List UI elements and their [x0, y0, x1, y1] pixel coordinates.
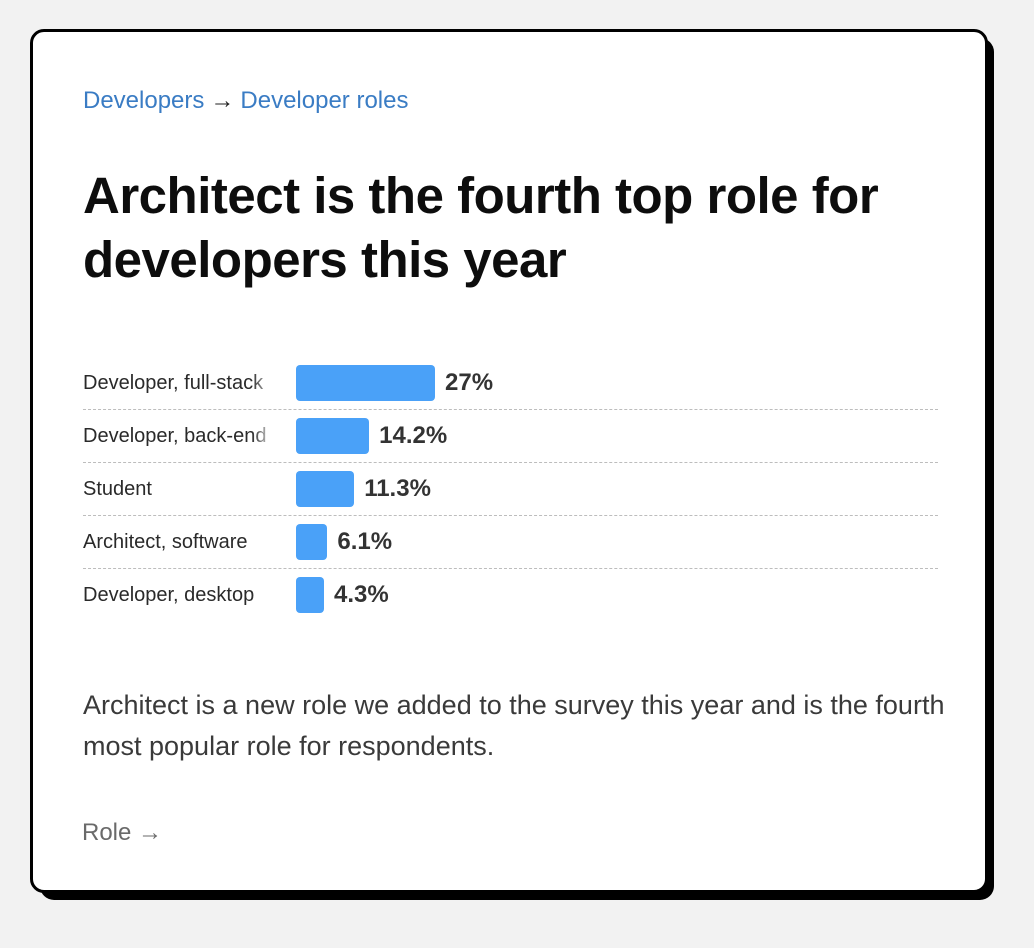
bar-value-label: 27%	[445, 369, 494, 396]
bar-value-label: 4.3%	[334, 581, 389, 608]
bar-area: 6.1%	[296, 524, 916, 560]
breadcrumb-link-developer-roles[interactable]: Developer roles	[240, 87, 409, 114]
category-label: Developer, full-stack	[83, 372, 264, 394]
bar-area: 27%	[296, 365, 916, 401]
category-label: Architect, software	[83, 531, 248, 553]
chart-row: Student 11.3%	[83, 463, 938, 516]
page-title: Architect is the fourth top role for dev…	[83, 167, 879, 288]
breadcrumb-arrow-icon: →	[210, 87, 235, 114]
breadcrumb-link-developers[interactable]: Developers	[83, 87, 205, 114]
breadcrumb: Developers → Developer roles	[83, 84, 409, 118]
bar-area: 14.2%	[296, 418, 916, 454]
bar	[296, 471, 355, 507]
description-text: Architect is a new role we added to the …	[83, 690, 945, 761]
insight-card: Developers → Developer roles Architect is …	[30, 29, 988, 893]
chart-row: Developer, full-stack 27%	[83, 357, 938, 410]
bar-value-label: 6.1%	[337, 528, 393, 555]
role-link[interactable]: Role →	[82, 819, 163, 846]
chart-row: Developer, back-end 14.2%	[83, 410, 938, 463]
bar-value-label: 11.3%	[364, 475, 431, 502]
bar	[296, 524, 328, 560]
bar	[296, 418, 370, 454]
bar-area: 11.3%	[296, 471, 916, 507]
chart-row: Architect, software 6.1%	[83, 516, 938, 569]
bar-value-label: 14.2%	[379, 422, 448, 449]
chart-row: Developer, desktop 4.3%	[83, 569, 938, 621]
category-label: Student	[83, 478, 152, 500]
bar	[296, 577, 324, 613]
bar	[296, 365, 436, 401]
bar-area: 4.3%	[296, 577, 916, 613]
category-label: Developer, desktop	[83, 584, 255, 606]
category-label: Developer, back-end	[83, 425, 267, 447]
role-bar-chart: Developer, full-stack 27% Developer, back-…	[83, 357, 938, 621]
